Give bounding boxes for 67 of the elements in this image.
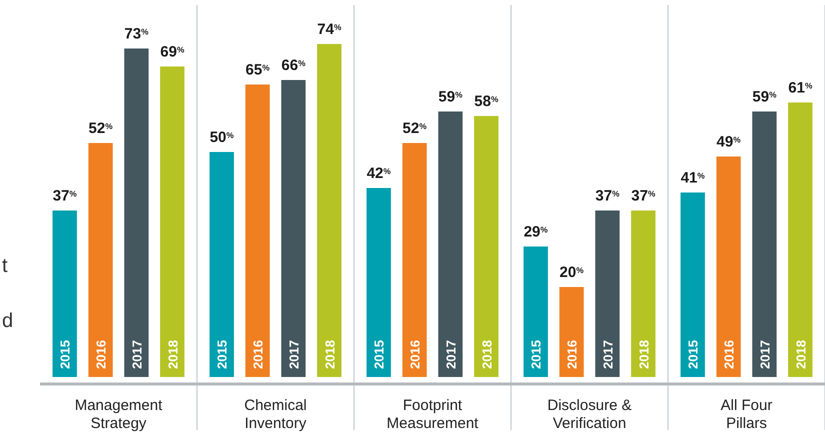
bar <box>474 116 498 377</box>
data-label: 52$^{%}$ <box>88 120 114 137</box>
bar <box>317 44 342 377</box>
text: 2018 <box>479 340 494 369</box>
text: 2017 <box>757 340 772 369</box>
series-label: 2018 <box>322 340 338 369</box>
bar <box>52 210 77 377</box>
data-label: 59$^{%}$ <box>438 88 464 106</box>
bar <box>524 246 548 377</box>
text: 2016 <box>722 340 737 369</box>
text: d <box>2 310 14 332</box>
bar <box>88 143 113 377</box>
text: 2015 <box>686 340 701 369</box>
data-label: 50$^{%}$ <box>210 129 234 146</box>
bar <box>680 192 705 377</box>
text: 2015 <box>214 340 230 369</box>
data-label: 69$^{%}$ <box>160 44 185 60</box>
data-label: 73$^{%}$ <box>124 26 150 42</box>
text: 2015 <box>372 340 387 369</box>
bar <box>402 143 427 377</box>
text: 2017 <box>129 340 144 369</box>
text: 2016 <box>250 340 266 369</box>
bar <box>366 188 391 377</box>
text: 2018 <box>636 340 652 369</box>
data-label: 49$^{%}$ <box>716 134 742 150</box>
x-tick-label: Footprint Measurement <box>386 397 480 432</box>
x-tick-label: All Four Pillars <box>720 397 772 432</box>
x-tick-label: Disclosure & Verification <box>547 397 632 432</box>
data-label: 74$^{%}$ <box>317 21 342 38</box>
bar <box>595 210 620 377</box>
text: 2016 <box>408 340 423 369</box>
bar <box>160 66 184 377</box>
x-tick-label: Chemical Inventory <box>244 397 307 432</box>
data-label: 42$^{%}$ <box>366 165 392 182</box>
bar <box>752 112 777 377</box>
text: 2017 <box>443 340 458 369</box>
data-label: 66$^{%}$ <box>281 57 306 74</box>
data-label: 37$^{%}$ <box>52 188 78 204</box>
data-label: 65$^{%}$ <box>246 62 270 78</box>
bar <box>210 152 234 377</box>
text: 2015 <box>58 340 73 369</box>
bar <box>281 80 306 377</box>
data-label: 37$^{%}$ <box>631 188 656 204</box>
data-label: 37$^{%}$ <box>595 188 620 204</box>
text: 2018 <box>793 340 808 369</box>
bar <box>631 210 656 377</box>
x-tick-label: Management Strategy <box>74 397 164 432</box>
text: 2016 <box>94 340 109 369</box>
data-label: 29$^{%}$ <box>524 224 548 240</box>
series-label: 2017 <box>286 340 302 369</box>
series-label: 2016 <box>564 340 580 369</box>
series-label: 2015 <box>528 340 544 369</box>
text: 2018 <box>165 340 180 369</box>
data-label: 20$^{%}$ <box>560 264 584 281</box>
text: t <box>2 255 8 277</box>
data-label: 58$^{%}$ <box>474 93 499 110</box>
bar <box>788 102 812 377</box>
data-label: 59$^{%}$ <box>752 88 778 106</box>
bar <box>245 84 270 377</box>
data-label: 61$^{%}$ <box>788 80 813 96</box>
bar <box>559 287 584 377</box>
data-label: 52$^{%}$ <box>402 120 428 137</box>
bar <box>124 48 149 377</box>
text: 2017 <box>600 340 616 369</box>
data-label: 41$^{%}$ <box>680 170 706 186</box>
bar <box>716 156 741 377</box>
bar <box>438 112 463 377</box>
